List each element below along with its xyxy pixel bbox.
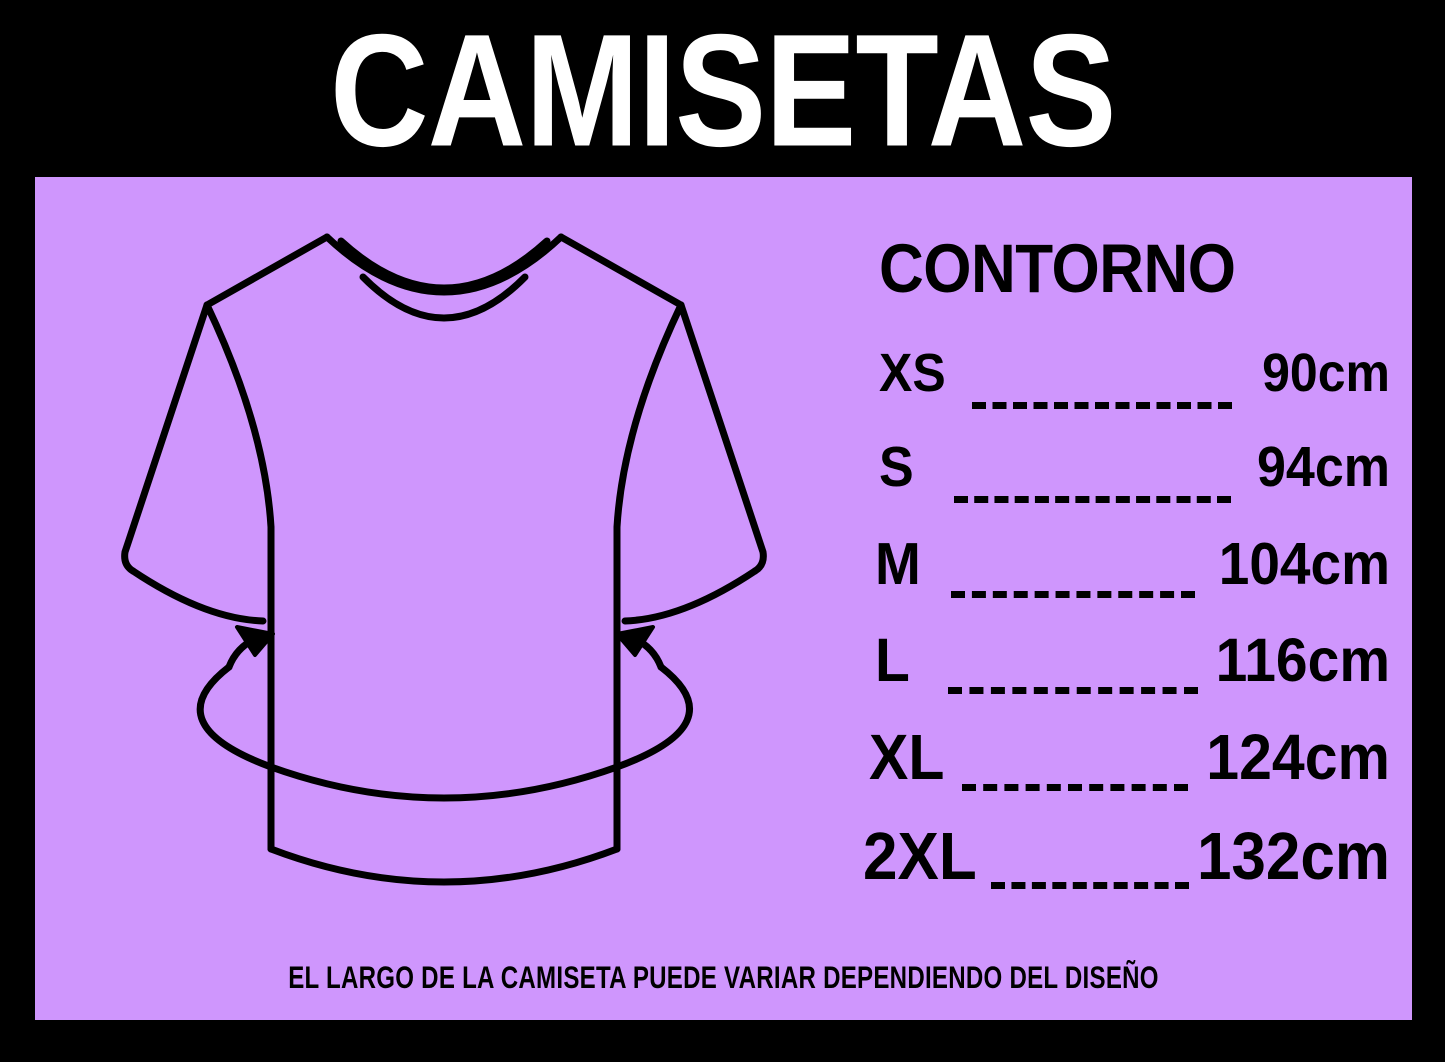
bottom-hem — [267, 845, 621, 886]
size-value: 90cm — [1262, 342, 1390, 403]
size-row-m: M 104cm — [845, 530, 1390, 630]
right-sleeve-outer — [677, 301, 767, 575]
title-bar: CAMISETAS — [0, 0, 1445, 177]
left-armhole-seam — [203, 301, 275, 625]
page-title: CAMISETAS — [329, 1, 1117, 180]
right-shoulder-seam — [557, 233, 685, 309]
size-row-2xl: 2XL 132cm — [845, 819, 1390, 922]
footer-note: EL LARGO DE LA CAMISETA PUEDE VARIAR DEP… — [288, 960, 1159, 995]
size-label: 2XL — [863, 819, 977, 894]
size-value: 116cm — [1215, 625, 1390, 695]
right-armhole-seam — [613, 301, 685, 625]
tshirt-illustration — [95, 197, 795, 917]
size-value: 132cm — [1196, 819, 1390, 894]
size-value: 104cm — [1218, 529, 1390, 597]
left-cuff — [129, 567, 267, 625]
size-row-xl: XL 124cm — [845, 722, 1390, 824]
neckline-outer — [323, 233, 565, 296]
left-sleeve-outer — [121, 301, 211, 575]
size-value: 124cm — [1206, 721, 1390, 793]
right-cuff — [621, 567, 759, 625]
size-label: S — [879, 436, 914, 499]
size-table-heading: CONTORNO — [879, 231, 1236, 308]
size-label: XL — [869, 721, 945, 793]
size-label: M — [875, 529, 921, 597]
size-label: L — [875, 625, 910, 695]
content-panel: CONTORNO XS 90cm S 94cm M 104cm — [35, 177, 1412, 1020]
size-row-s: S 94cm — [845, 436, 1390, 534]
measure-ellipse-right-back — [613, 663, 693, 771]
size-row-xs: XS 90cm — [845, 342, 1390, 440]
neckline-middle — [337, 237, 551, 292]
neckline-inner — [359, 273, 529, 322]
measure-ellipse-front — [267, 763, 621, 802]
left-shoulder-seam — [203, 233, 331, 309]
size-table: CONTORNO XS 90cm S 94cm M 104cm — [845, 232, 1390, 932]
measure-arrow-right — [615, 625, 655, 657]
size-value: 94cm — [1257, 436, 1390, 499]
measure-arrow-left — [235, 625, 275, 657]
size-row-l: L 116cm — [845, 626, 1390, 726]
size-label: XS — [879, 342, 946, 403]
size-rows: XS 90cm S 94cm M 104cm L 116c — [845, 342, 1390, 922]
measure-ellipse-left-back — [196, 663, 275, 771]
